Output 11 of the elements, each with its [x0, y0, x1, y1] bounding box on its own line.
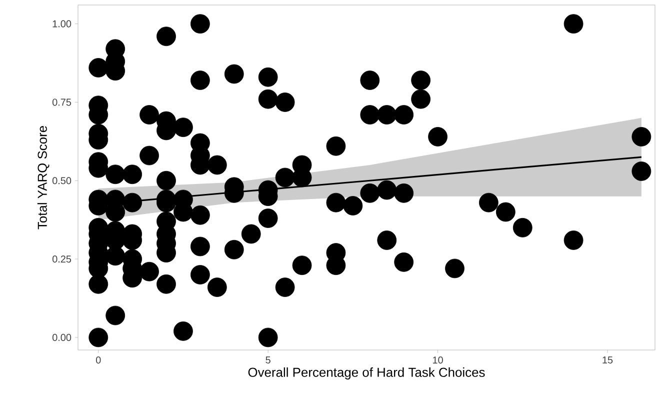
x-tick-label: 0 [96, 356, 101, 364]
y-tick-label: 0.50 [52, 177, 72, 184]
y-tick-label: 0.25 [52, 256, 72, 263]
y-tick-label: 0.75 [52, 98, 72, 106]
x-tick-label: 10 [433, 356, 443, 364]
y-tick-label: 0.00 [52, 334, 72, 341]
y-axis-title: Total YARQ Score [37, 126, 50, 230]
x-tick-label: 15 [602, 356, 613, 364]
x-axis-title: Overall Percentage of Hard Task Choices [248, 367, 485, 380]
x-tick-label: 5 [266, 356, 270, 364]
y-tick-label: 1.00 [52, 20, 72, 28]
